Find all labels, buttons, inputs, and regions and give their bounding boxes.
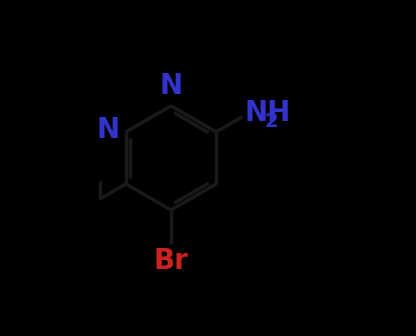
Text: 2: 2 bbox=[264, 112, 278, 131]
Text: Br: Br bbox=[154, 247, 188, 275]
Text: N: N bbox=[159, 72, 183, 100]
Text: N: N bbox=[97, 116, 120, 144]
Text: NH: NH bbox=[244, 99, 290, 127]
